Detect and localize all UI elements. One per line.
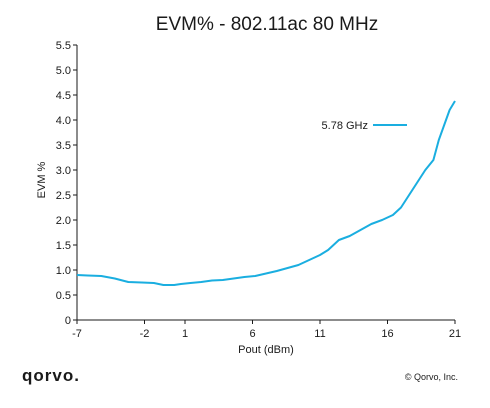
x-tick-label: 16: [381, 328, 393, 340]
y-ticks: 0 0.5 1.0 1.5 2.0 2.5 3.0 3.5 4.0 4.5 5.0 5.5: [56, 40, 77, 327]
y-tick-label: 2.0: [56, 215, 71, 227]
y-tick-label: 4.5: [56, 90, 71, 102]
y-tick-label: 2.5: [56, 190, 71, 202]
legend-label: 5.78 GHz: [322, 120, 368, 132]
series-line: [76, 100, 456, 286]
x-axis-label: Pout (dBm): [238, 344, 294, 356]
y-tick-label: 3.5: [56, 140, 71, 152]
y-tick-label: 0: [65, 315, 71, 327]
y-tick-label: 0.5: [56, 290, 71, 302]
x-tick-label: 1: [182, 328, 188, 340]
copyright-text: © Qorvo, Inc.: [404, 372, 458, 382]
x-tick-label: -7: [72, 328, 82, 340]
axes: [76, 45, 455, 321]
y-tick-label: 1.5: [56, 240, 71, 252]
y-tick-label: 4.0: [56, 115, 71, 127]
y-tick-label: 3.0: [56, 165, 71, 177]
chart-title: EVM% - 802.11ac 80 MHz: [156, 14, 378, 35]
legend: 5.78 GHz: [322, 120, 407, 132]
y-axis-label: EVM %: [36, 161, 48, 198]
x-tick-label: -2: [140, 328, 150, 340]
x-tick-label: 21: [449, 328, 461, 340]
x-ticks: -7 -2 1 6 11 16 21: [72, 320, 461, 340]
y-tick-label: 5.5: [56, 40, 71, 52]
y-tick-label: 1.0: [56, 265, 71, 277]
qorvo-logo: qorvo.: [22, 366, 80, 385]
x-tick-label: 11: [314, 328, 325, 340]
series-layer: [76, 100, 456, 286]
y-tick-label: 5.0: [56, 65, 71, 77]
x-tick-label: 6: [249, 328, 255, 340]
